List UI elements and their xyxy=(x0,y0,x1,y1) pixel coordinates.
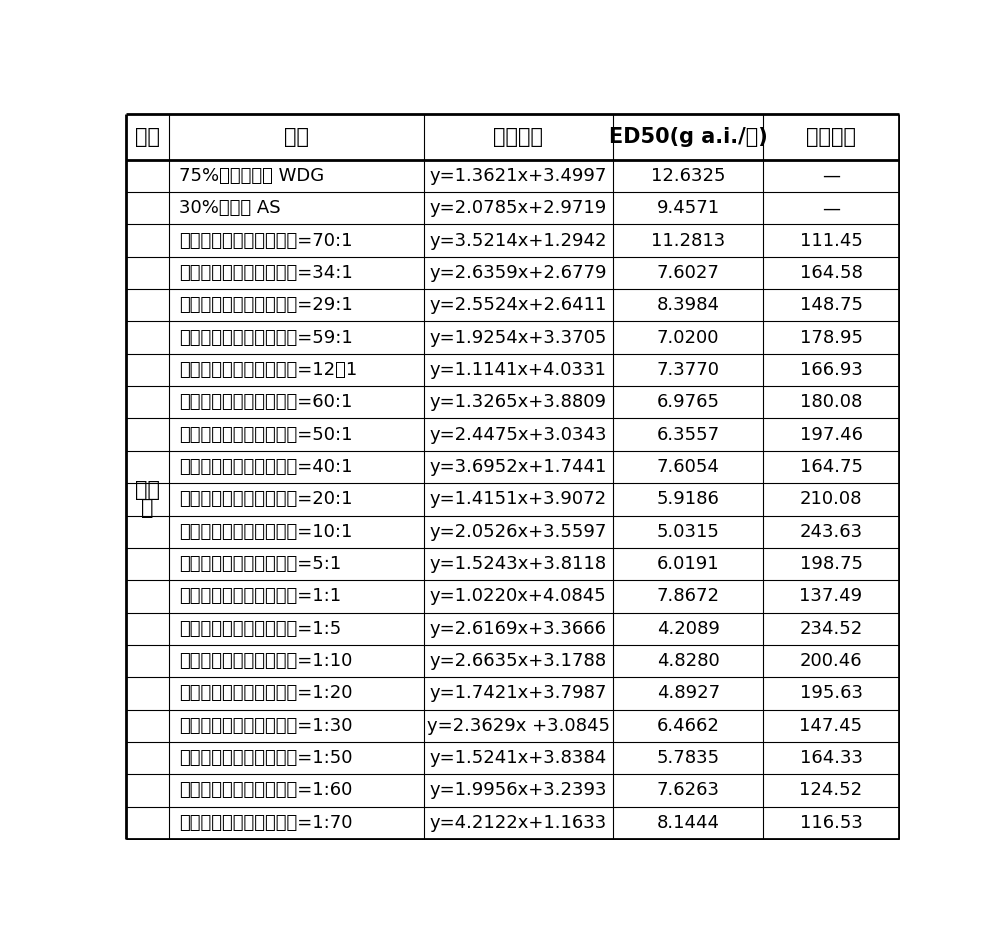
Text: 配比草铵膦：氯吡嘧磺隆=5:1: 配比草铵膦：氯吡嘧磺隆=5:1 xyxy=(179,555,341,573)
Text: 111.45: 111.45 xyxy=(800,231,862,249)
Text: 配比草铵膦：氯吡嘧磺隆=40:1: 配比草铵膦：氯吡嘧磺隆=40:1 xyxy=(179,458,353,476)
Text: 148.75: 148.75 xyxy=(800,296,863,314)
Text: 配比草铵膦：氯吡嘧磺隆=1:50: 配比草铵膦：氯吡嘧磺隆=1:50 xyxy=(179,750,353,767)
Text: 配比草铵膦：氯吡嘧磺隆=1:60: 配比草铵膦：氯吡嘧磺隆=1:60 xyxy=(179,782,352,800)
Text: y=1.3265x+3.8809: y=1.3265x+3.8809 xyxy=(430,394,607,412)
Text: 配比草铵膦：氯吡嘧磺隆=10:1: 配比草铵膦：氯吡嘧磺隆=10:1 xyxy=(179,523,352,541)
Text: 配比草铵膦：氯吡嘧磺隆=1:70: 配比草铵膦：氯吡嘧磺隆=1:70 xyxy=(179,814,353,832)
Text: 配比草铵膦：氯吡嘧磺隆=50:1: 配比草铵膦：氯吡嘧磺隆=50:1 xyxy=(179,426,353,444)
Text: 配比草铵膦：氯吡嘧磺隆=12：1: 配比草铵膦：氯吡嘧磺隆=12：1 xyxy=(179,361,357,379)
Text: 197.46: 197.46 xyxy=(800,426,863,444)
Text: 243.63: 243.63 xyxy=(799,523,863,541)
Text: 杂草: 杂草 xyxy=(135,127,160,147)
Text: y=1.5243x+3.8118: y=1.5243x+3.8118 xyxy=(430,555,607,573)
Text: y=2.0785x+2.9719: y=2.0785x+2.9719 xyxy=(430,199,607,217)
Text: y=1.4151x+3.9072: y=1.4151x+3.9072 xyxy=(430,490,607,509)
Text: 子: 子 xyxy=(141,498,154,518)
Text: 配比草铵膦：氯吡嘧磺隆=29:1: 配比草铵膦：氯吡嘧磺隆=29:1 xyxy=(179,296,353,314)
Text: 4.2089: 4.2089 xyxy=(657,620,720,638)
Text: 178.95: 178.95 xyxy=(800,329,863,346)
Text: y=2.6635x+3.1788: y=2.6635x+3.1788 xyxy=(430,652,607,670)
Text: —: — xyxy=(822,199,840,217)
Text: 200.46: 200.46 xyxy=(800,652,862,670)
Text: 180.08: 180.08 xyxy=(800,394,862,412)
Text: 配比草铵膦：氯吡嘧磺隆=1:5: 配比草铵膦：氯吡嘧磺隆=1:5 xyxy=(179,620,341,638)
Text: 7.3770: 7.3770 xyxy=(657,361,720,379)
Text: y=1.5241x+3.8384: y=1.5241x+3.8384 xyxy=(430,750,607,767)
Text: y=2.5524x+2.6411: y=2.5524x+2.6411 xyxy=(430,296,607,314)
Text: 配比草铵膦：氯吡嘧磺隆=70:1: 配比草铵膦：氯吡嘧磺隆=70:1 xyxy=(179,231,353,249)
Text: 11.2813: 11.2813 xyxy=(651,231,725,249)
Text: 137.49: 137.49 xyxy=(799,587,863,605)
Text: y=3.6952x+1.7441: y=3.6952x+1.7441 xyxy=(430,458,607,476)
Text: y=4.2122x+1.1633: y=4.2122x+1.1633 xyxy=(430,814,607,832)
Text: 164.58: 164.58 xyxy=(800,264,862,282)
Text: 164.33: 164.33 xyxy=(800,750,863,767)
Text: y=2.4475x+3.0343: y=2.4475x+3.0343 xyxy=(430,426,607,444)
Text: 166.93: 166.93 xyxy=(800,361,862,379)
Text: 7.6263: 7.6263 xyxy=(657,782,720,800)
Text: 147.45: 147.45 xyxy=(799,716,863,734)
Text: 4.8280: 4.8280 xyxy=(657,652,720,670)
Text: 4.8927: 4.8927 xyxy=(657,684,720,702)
Text: 配比草铵膦：氯吡嘧磺隆=1:20: 配比草铵膦：氯吡嘧磺隆=1:20 xyxy=(179,684,353,702)
Text: 234.52: 234.52 xyxy=(799,620,863,638)
Text: 共毒系数: 共毒系数 xyxy=(806,127,856,147)
Text: 8.1444: 8.1444 xyxy=(657,814,720,832)
Text: 香附: 香附 xyxy=(135,480,160,500)
Text: 7.6054: 7.6054 xyxy=(657,458,720,476)
Text: 7.8672: 7.8672 xyxy=(657,587,720,605)
Text: —: — xyxy=(822,167,840,185)
Text: 198.75: 198.75 xyxy=(800,555,863,573)
Text: 回归直线: 回归直线 xyxy=(493,127,543,147)
Text: 124.52: 124.52 xyxy=(799,782,863,800)
Text: 7.0200: 7.0200 xyxy=(657,329,719,346)
Text: 5.7835: 5.7835 xyxy=(657,750,720,767)
Text: 配比草铵膦：氯吡嘧磺隆=60:1: 配比草铵膦：氯吡嘧磺隆=60:1 xyxy=(179,394,352,412)
Text: y=2.6359x+2.6779: y=2.6359x+2.6779 xyxy=(430,264,607,282)
Text: 164.75: 164.75 xyxy=(800,458,863,476)
Text: 9.4571: 9.4571 xyxy=(657,199,720,217)
Text: 195.63: 195.63 xyxy=(800,684,863,702)
Text: 5.9186: 5.9186 xyxy=(657,490,720,509)
Text: y=1.9254x+3.3705: y=1.9254x+3.3705 xyxy=(430,329,607,346)
Text: 配比草铵膦：氯吡嘧磺隆=1:30: 配比草铵膦：氯吡嘧磺隆=1:30 xyxy=(179,716,353,734)
Text: 6.4662: 6.4662 xyxy=(657,716,720,734)
Text: 药剂: 药剂 xyxy=(284,127,309,147)
Text: 6.9765: 6.9765 xyxy=(657,394,720,412)
Text: y=2.3629x +3.0845: y=2.3629x +3.0845 xyxy=(427,716,610,734)
Text: y=1.1141x+4.0331: y=1.1141x+4.0331 xyxy=(430,361,607,379)
Text: 210.08: 210.08 xyxy=(800,490,862,509)
Text: 12.6325: 12.6325 xyxy=(651,167,725,185)
Text: 5.0315: 5.0315 xyxy=(657,523,720,541)
Text: y=1.7421x+3.7987: y=1.7421x+3.7987 xyxy=(430,684,607,702)
Text: 75%氯吡嘧磺隆 WDG: 75%氯吡嘧磺隆 WDG xyxy=(179,167,324,185)
Text: y=1.0220x+4.0845: y=1.0220x+4.0845 xyxy=(430,587,607,605)
Text: 6.3557: 6.3557 xyxy=(657,426,720,444)
Text: 30%草铵膦 AS: 30%草铵膦 AS xyxy=(179,199,281,217)
Text: 配比草铵膦：氯吡嘧磺隆=34:1: 配比草铵膦：氯吡嘧磺隆=34:1 xyxy=(179,264,353,282)
Text: 配比草铵膦：氯吡嘧磺隆=59:1: 配比草铵膦：氯吡嘧磺隆=59:1 xyxy=(179,329,353,346)
Text: 配比草铵膦：氯吡嘧磺隆=1:10: 配比草铵膦：氯吡嘧磺隆=1:10 xyxy=(179,652,352,670)
Text: y=2.0526x+3.5597: y=2.0526x+3.5597 xyxy=(430,523,607,541)
Text: y=1.3621x+3.4997: y=1.3621x+3.4997 xyxy=(430,167,607,185)
Text: 配比草铵膦：氯吡嘧磺隆=20:1: 配比草铵膦：氯吡嘧磺隆=20:1 xyxy=(179,490,353,509)
Text: y=2.6169x+3.3666: y=2.6169x+3.3666 xyxy=(430,620,607,638)
Text: 配比草铵膦：氯吡嘧磺隆=1:1: 配比草铵膦：氯吡嘧磺隆=1:1 xyxy=(179,587,341,605)
Text: 8.3984: 8.3984 xyxy=(657,296,720,314)
Text: ED50(g a.i./亩): ED50(g a.i./亩) xyxy=(609,127,768,147)
Text: y=1.9956x+3.2393: y=1.9956x+3.2393 xyxy=(430,782,607,800)
Text: 116.53: 116.53 xyxy=(800,814,862,832)
Text: y=3.5214x+1.2942: y=3.5214x+1.2942 xyxy=(430,231,607,249)
Text: 6.0191: 6.0191 xyxy=(657,555,719,573)
Text: 7.6027: 7.6027 xyxy=(657,264,720,282)
